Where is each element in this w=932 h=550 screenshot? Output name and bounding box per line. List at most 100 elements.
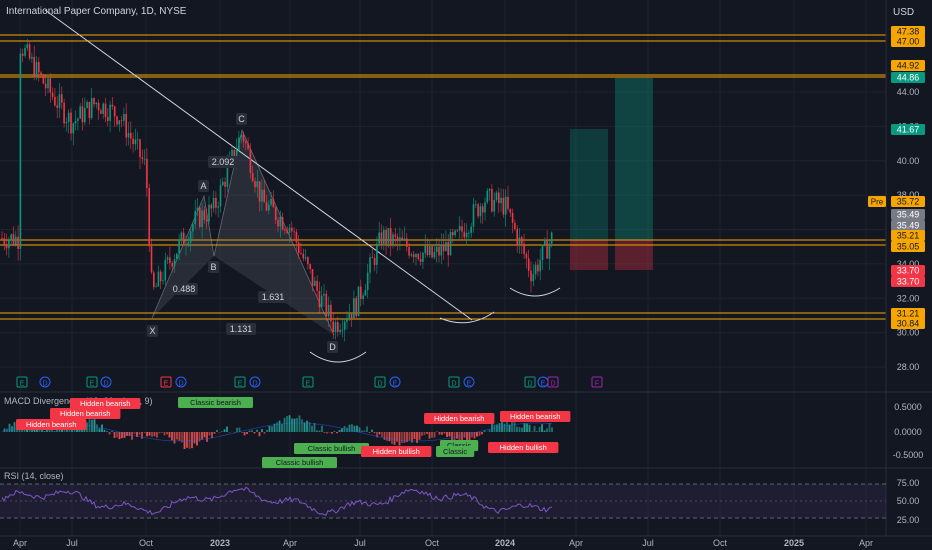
macd-pane[interactable]: MACD Divergences (12, 26, close, 9) Hidd… <box>1 396 571 468</box>
candle-body <box>242 134 245 142</box>
point-d: D <box>329 342 336 352</box>
macd-bar <box>406 432 408 442</box>
candle-body <box>408 246 410 256</box>
premarket-tag: Pre <box>868 196 886 207</box>
candle-body <box>178 240 180 254</box>
macd-tick: 0.0000 <box>894 427 922 437</box>
candle-body <box>182 232 185 246</box>
event-dividend-icon: D <box>100 376 112 388</box>
macd-bar <box>366 426 368 432</box>
earnings-box <box>160 376 172 388</box>
earnings-box <box>234 376 246 388</box>
macd-bar <box>148 432 151 436</box>
macd-bar <box>546 428 548 432</box>
candle-body <box>210 204 213 209</box>
time-axis[interactable]: Apr Jul Oct 2023 Apr Jul Oct 2024 Apr Jul Oct 2025 A… <box>13 538 873 548</box>
macd-bar <box>461 432 463 444</box>
candle-body <box>523 243 525 254</box>
divergence-label: Hidden bearish <box>500 411 571 422</box>
macd-bar <box>478 432 481 436</box>
candle-body <box>465 233 468 238</box>
earnings-box <box>547 376 559 388</box>
pattern-bcd <box>214 130 334 335</box>
arc-2024[interactable] <box>509 287 561 297</box>
candle-body <box>472 204 475 227</box>
macd-bar <box>53 431 56 432</box>
macd-bar <box>451 432 453 442</box>
candle-body <box>332 321 334 333</box>
trendline[interactable] <box>44 9 473 321</box>
candle-body <box>95 102 98 105</box>
macd-bar <box>226 426 228 432</box>
candle-body <box>463 231 466 238</box>
time-label: Jul <box>354 538 366 548</box>
macd-bar <box>316 430 318 432</box>
event-dividend-icon: E <box>389 376 401 388</box>
price-tag-bg <box>891 124 925 135</box>
candle-body <box>546 239 548 259</box>
macd-bar <box>323 432 326 433</box>
candle-body <box>81 106 84 123</box>
candle-body <box>97 102 100 111</box>
price-axis[interactable]: USD 44.0042.0040.0038.0036.0034.0032.003… <box>868 7 925 372</box>
macd-bar <box>96 424 98 432</box>
candle-body <box>116 116 118 125</box>
macd-bar <box>503 423 506 432</box>
candle-body <box>339 329 341 333</box>
candle-body <box>389 228 392 245</box>
price-tag-bg <box>891 26 925 37</box>
macd-bar <box>143 432 146 433</box>
time-label: 2025 <box>784 538 804 548</box>
macd-bar <box>196 432 198 446</box>
candle-body <box>502 197 505 215</box>
candle-body <box>288 227 291 233</box>
candle-body <box>470 226 472 233</box>
macd-bar <box>318 430 321 432</box>
divergence-label: Classic bullish <box>262 457 337 468</box>
macd-bar <box>251 429 253 432</box>
harmonic-pattern[interactable] <box>151 128 335 336</box>
price-tag: 30.84 <box>891 318 925 329</box>
price-tag: 33.70 <box>891 265 925 276</box>
macd-bar <box>536 431 538 432</box>
rsi-pane[interactable]: RSI (14, close) <box>0 471 886 519</box>
macd-bar <box>541 424 543 432</box>
candle-body <box>481 206 484 213</box>
divergence-label-bg <box>294 443 369 454</box>
candle-body <box>187 242 190 244</box>
macd-bar <box>151 432 153 437</box>
rsi-tick: 50.00 <box>897 496 920 506</box>
macd-bar <box>411 432 413 443</box>
macd-bar <box>408 432 411 441</box>
price-tag-text: 47.38 <box>897 27 920 37</box>
time-label: Apr <box>283 538 297 548</box>
symbol-title[interactable]: International Paper Company, 1D, NYSE <box>6 6 187 17</box>
macd-bar <box>321 425 323 432</box>
candle-body <box>341 329 344 331</box>
macd-bar <box>153 432 156 437</box>
candle-body <box>468 232 470 234</box>
candle-body <box>166 257 169 260</box>
arc-d[interactable] <box>309 351 367 363</box>
macd-bar <box>386 432 388 441</box>
candle-body <box>493 199 495 212</box>
long-position-2[interactable] <box>615 78 653 270</box>
candle-body <box>274 207 277 220</box>
macd-bar <box>441 432 443 435</box>
premarket-tag-bg <box>868 196 886 207</box>
arc-oct[interactable] <box>439 311 495 324</box>
horizontal-levels[interactable] <box>0 34 886 320</box>
candle-body <box>113 106 116 117</box>
premarket-tag-text: Pre <box>871 198 884 207</box>
macd-bar <box>268 425 271 432</box>
macd-bar <box>306 420 308 432</box>
price-tag-bg <box>891 230 925 241</box>
event-letter: E <box>90 381 95 388</box>
event-earnings-icon: E <box>234 376 246 388</box>
macd-bar <box>8 423 11 432</box>
divergence-label-text: Classic bearish <box>190 398 241 407</box>
long-position-1[interactable] <box>570 129 608 270</box>
macd-bar <box>176 432 178 440</box>
price-tag: 44.86 <box>891 72 925 83</box>
